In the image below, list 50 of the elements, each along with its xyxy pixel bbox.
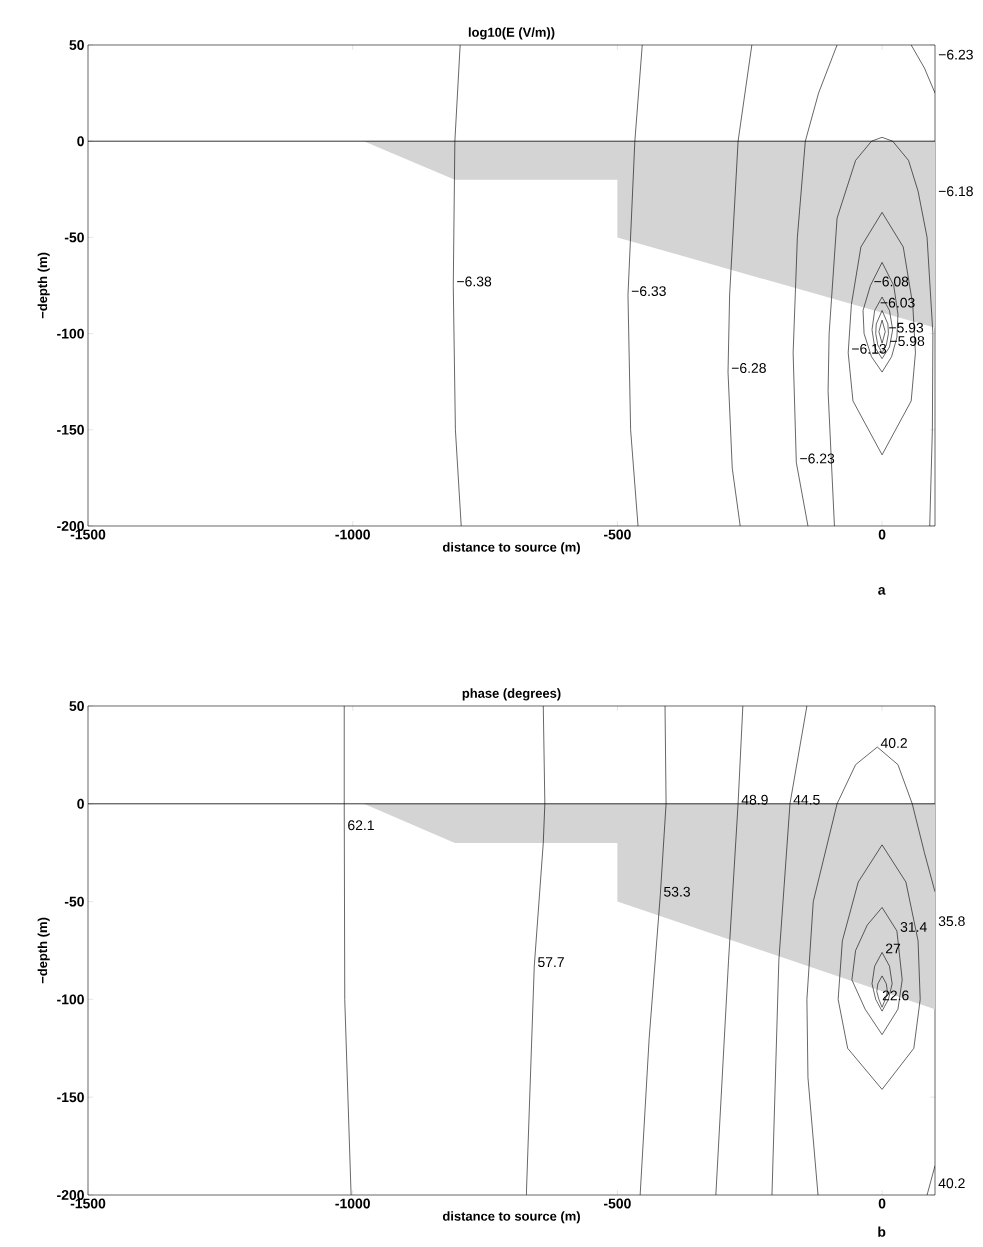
annotation: 57.7 (538, 957, 564, 968)
annotation: −6.28 (731, 363, 766, 374)
x-tick-label: -1500 (70, 1198, 106, 1209)
annotation: 48.9 (741, 794, 768, 805)
x-tick-label: -1000 (335, 1198, 370, 1209)
x-axis-title: distance to source (m) (442, 542, 580, 555)
annotation: −6.03 (880, 297, 915, 308)
y-tick-label: -50 (64, 232, 84, 243)
annotation: −6.23 (800, 453, 835, 464)
annotation: 40.2 (938, 1178, 965, 1189)
y-tick-label: -150 (57, 424, 84, 435)
annotation: −6.38 (457, 276, 492, 287)
annotation: −6.08 (874, 276, 909, 287)
annotation: 22.6 (882, 990, 909, 1001)
y-axis-title: −depth (m) (37, 252, 50, 319)
annotation: −6.18 (938, 186, 973, 197)
x-tick-label: -1000 (335, 529, 370, 540)
annotation: −5.98 (890, 336, 925, 347)
chart-title: phase (degrees) (462, 688, 561, 701)
y-tick-label: 50 (69, 701, 84, 711)
y-tick-label: -150 (57, 1092, 84, 1103)
annotation: 62.1 (348, 820, 374, 831)
y-tick-label: -200 (57, 1190, 84, 1200)
x-axis-title: distance to source (m) (442, 1211, 580, 1224)
y-tick-label: 50 (69, 40, 84, 50)
text: b (878, 1226, 886, 1237)
annotation: 44.5 (793, 794, 820, 805)
annotation: 27 (885, 943, 901, 954)
annotation: 31.4 (900, 921, 927, 932)
annotation: −6.23 (938, 49, 973, 60)
y-tick-label: -100 (57, 994, 84, 1005)
annotation: −6.33 (631, 286, 666, 297)
annotation: −6.13 (852, 343, 887, 354)
x-tick-label: -1500 (70, 529, 106, 540)
y-tick-label: -200 (57, 521, 84, 531)
y-tick-label: 0 (77, 798, 84, 809)
y-tick-label: -100 (57, 328, 84, 339)
y-axis-title: −depth (m) (37, 917, 50, 984)
annotation: 35.8 (938, 916, 965, 927)
x-tick-label: 0 (878, 529, 886, 540)
annotation: −5.93 (889, 322, 924, 333)
x-tick-label: -500 (603, 529, 631, 540)
chart-title: log10(E (V/m)) (468, 27, 555, 40)
text: a (878, 587, 886, 595)
annotation: 40.2 (880, 738, 907, 749)
x-tick-label: 0 (878, 1198, 886, 1209)
annotation: 53.3 (664, 886, 690, 897)
y-tick-label: -50 (64, 896, 84, 907)
x-tick-label: -500 (603, 1198, 631, 1209)
y-tick-label: 0 (77, 136, 84, 147)
